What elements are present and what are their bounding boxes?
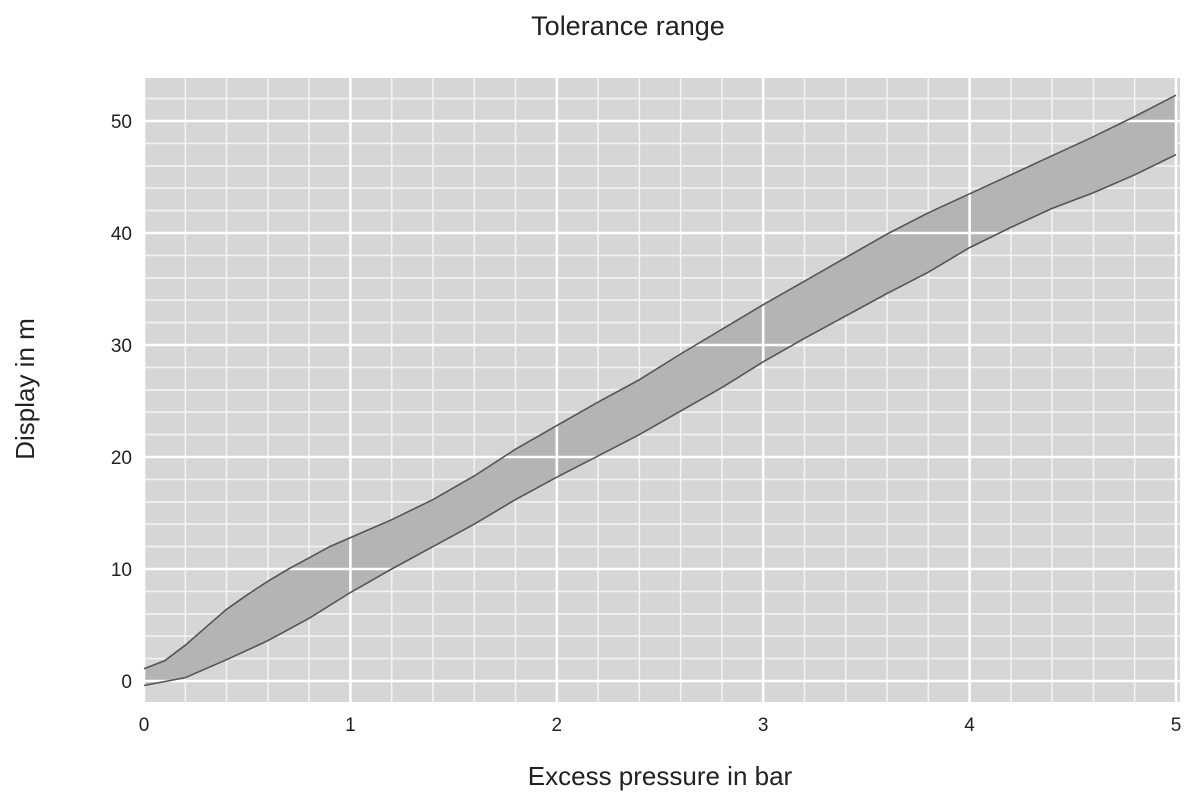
y-tick-label: 30 [111,336,132,357]
x-tick-labels: 0 1 2 3 4 5 [139,715,1182,736]
y-tick-label: 50 [111,112,132,133]
x-tick-label: 5 [1171,715,1182,736]
upper-limit-line [143,94,1177,670]
x-tick-label: 0 [139,715,150,736]
grid-major [142,78,1180,702]
y-tick-labels: 0 10 20 30 40 50 [111,112,132,693]
y-tick-label: 0 [121,672,132,693]
x-tick-label: 4 [964,715,975,736]
x-tick-label: 2 [552,715,563,736]
y-axis-title: Display in m [10,318,40,460]
tolerance-band [144,95,1176,686]
y-tick-label: 40 [111,224,132,245]
y-tick-label: 10 [111,560,132,581]
x-tick-label: 1 [345,715,356,736]
lower-limit-line [143,153,1177,687]
x-axis-title: Excess pressure in bar [528,761,793,791]
x-tick-label: 3 [758,715,769,736]
y-tick-label: 20 [111,448,132,469]
chart-title: Tolerance range [531,11,725,41]
